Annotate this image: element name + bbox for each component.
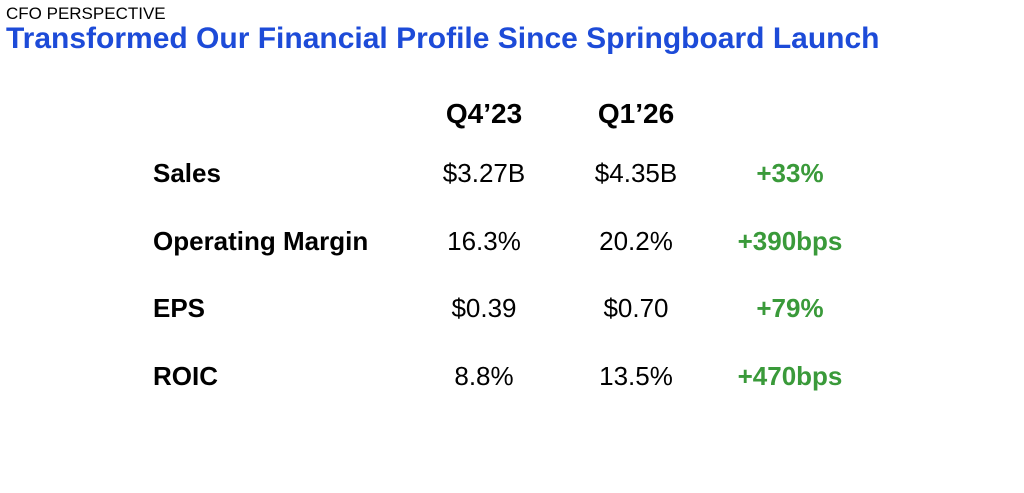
change-value: +79% <box>756 293 824 323</box>
change-value: +390bps <box>737 226 843 256</box>
table-row-sales: Sales $3.27B $4.35B +33% <box>0 158 1024 194</box>
row-label: Sales <box>153 158 221 188</box>
slide-title: Transformed Our Financial Profile Since … <box>6 22 880 55</box>
change-value: +33% <box>756 158 824 188</box>
change-value: +470bps <box>737 361 843 391</box>
row-label: ROIC <box>153 361 218 391</box>
slide-kicker: CFO PERSPECTIVE <box>6 4 166 23</box>
value-q4-23: $0.39 <box>451 293 517 323</box>
header-q4-23: Q4’23 <box>445 98 523 129</box>
value-q1-26: $4.35B <box>594 158 678 188</box>
value-q1-26: 20.2% <box>599 226 673 256</box>
table-row-eps: EPS $0.39 $0.70 +79% <box>0 293 1024 329</box>
value-q4-23: 16.3% <box>447 226 521 256</box>
table-row-operating-margin: Operating Margin 16.3% 20.2% +390bps <box>0 226 1024 262</box>
row-label: Operating Margin <box>153 226 369 256</box>
value-q4-23: 8.8% <box>454 361 514 391</box>
value-q1-26: $0.70 <box>603 293 669 323</box>
value-q1-26: 13.5% <box>599 361 673 391</box>
row-label: EPS <box>153 293 206 323</box>
value-q4-23: $3.27B <box>442 158 526 188</box>
header-q1-26: Q1’26 <box>597 98 675 129</box>
table-row-roic: ROIC 8.8% 13.5% +470bps <box>0 361 1024 397</box>
